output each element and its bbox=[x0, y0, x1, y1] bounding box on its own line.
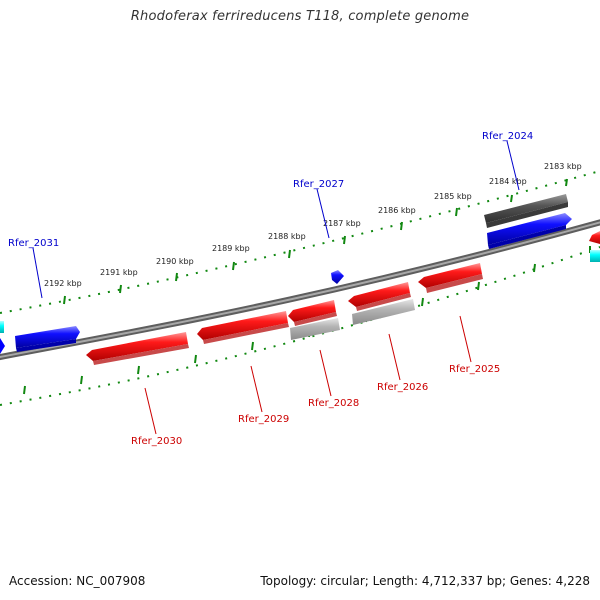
gene-feature-light-gray-2026[interactable] bbox=[352, 299, 415, 325]
gene-label-rfer-2028[interactable]: Rfer_2028 bbox=[308, 398, 359, 409]
upper-scale-ticks bbox=[63, 178, 568, 305]
gene-feature-rfer-2031[interactable] bbox=[15, 326, 80, 348]
gene-label-rfer-2031[interactable]: Rfer_2031 bbox=[8, 238, 59, 249]
tick-label: 2190 kbp bbox=[156, 257, 194, 266]
forward-strand-features bbox=[0, 194, 600, 354]
gene-feature-rfer-2024[interactable] bbox=[487, 213, 572, 245]
genome-summary-text: Topology: circular; Length: 4,712,337 bp… bbox=[260, 574, 590, 588]
gene-label-rfer-2027[interactable]: Rfer_2027 bbox=[293, 179, 344, 190]
reverse-strand-features bbox=[86, 263, 483, 365]
gene-label-rfer-2026[interactable]: Rfer_2026 bbox=[377, 382, 428, 393]
gene-feature-rfer-2028[interactable] bbox=[288, 300, 336, 322]
gene-feature-rfer-2026[interactable] bbox=[348, 282, 410, 307]
tick-label: 2187 kbp bbox=[323, 219, 361, 228]
accession-text: Accession: NC_007908 bbox=[9, 574, 146, 588]
gene-feature-cyan-right[interactable] bbox=[590, 250, 600, 262]
scale-tick-labels: 2183 kbp 2184 kbp 2185 kbp 2186 kbp 2187… bbox=[44, 162, 582, 288]
tick-label: 2188 kbp bbox=[268, 232, 306, 241]
gene-feature-gray[interactable] bbox=[484, 194, 568, 223]
gene-feature-rfer-2025[interactable] bbox=[418, 263, 482, 288]
map-title: Rhodoferax ferrireducens T118, complete … bbox=[130, 9, 470, 24]
tick-label: 2183 kbp bbox=[544, 162, 582, 171]
tick-label: 2189 kbp bbox=[212, 244, 250, 253]
tick-label: 2185 kbp bbox=[434, 192, 472, 201]
gene-label-rfer-2025[interactable]: Rfer_2025 bbox=[449, 364, 500, 375]
gene-feature-rfer-2029[interactable] bbox=[197, 311, 288, 340]
label-leader-lines bbox=[32, 140, 520, 435]
tick-label: 2186 kbp bbox=[378, 206, 416, 215]
gene-labels: Rfer_2024 Rfer_2027 Rfer_2031 Rfer_2025 … bbox=[8, 131, 533, 447]
gene-feature-light-gray-2028[interactable] bbox=[290, 318, 340, 340]
gene-label-rfer-2024[interactable]: Rfer_2024 bbox=[482, 131, 533, 142]
upper-scale-line bbox=[0, 170, 600, 314]
gene-label-rfer-2029[interactable]: Rfer_2029 bbox=[238, 414, 289, 425]
tick-label: 2184 kbp bbox=[489, 177, 527, 186]
gene-feature-rfer-2027[interactable] bbox=[331, 270, 344, 284]
gene-label-rfer-2030[interactable]: Rfer_2030 bbox=[131, 436, 182, 447]
gene-feature-partial-right-red[interactable] bbox=[589, 231, 600, 244]
tick-label: 2191 kbp bbox=[100, 268, 138, 277]
gene-feature-rfer-2030[interactable] bbox=[86, 332, 188, 361]
gene-feature-partial-left[interactable] bbox=[0, 338, 5, 354]
gene-feature-cyan-left[interactable] bbox=[0, 321, 4, 333]
tick-label: 2192 kbp bbox=[44, 279, 82, 288]
